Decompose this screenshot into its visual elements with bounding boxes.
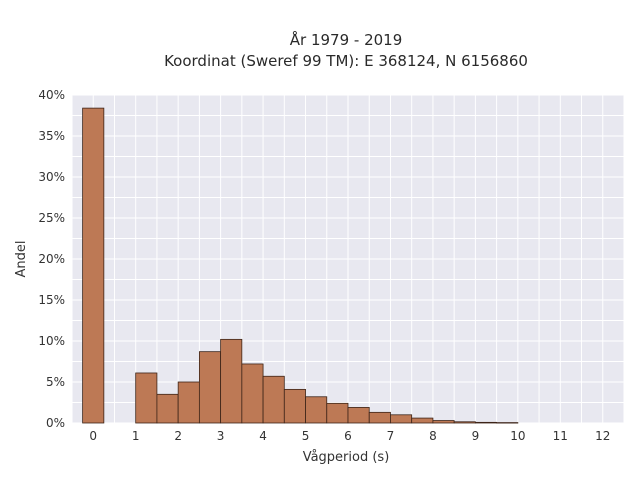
bar-16 (453, 421, 476, 424)
bar-6 (241, 363, 264, 424)
x-tick-label: 0 (89, 429, 97, 443)
x-tick-label: 6 (344, 429, 352, 443)
y-tick-label: 20% (38, 252, 65, 266)
bar-13 (390, 414, 413, 424)
bar-3 (177, 381, 200, 424)
x-tick-label: 5 (302, 429, 310, 443)
x-tick-label: 11 (553, 429, 568, 443)
y-axis-label: Andel (14, 241, 29, 278)
y-tick-label: 15% (38, 293, 65, 307)
bar-5 (220, 338, 243, 424)
y-axis-ticks: 0% 5% 10% 15% 20% 25% 30% 35% 40% (38, 88, 65, 430)
bar-12 (368, 411, 391, 424)
y-tick-label: 0% (46, 416, 65, 430)
x-tick-label: 10 (510, 429, 525, 443)
chart-title-line1: År 1979 - 2019 (290, 30, 403, 49)
y-tick-label: 10% (38, 334, 65, 348)
x-tick-label: 9 (472, 429, 480, 443)
bar-11 (347, 407, 370, 424)
x-axis-label: Vågperiod (s) (303, 450, 390, 465)
x-tick-label: 4 (259, 429, 267, 443)
bars (82, 107, 519, 424)
y-tick-label: 35% (38, 129, 65, 143)
bar-1 (135, 372, 158, 424)
bar-14 (411, 417, 434, 424)
bar-9 (305, 396, 328, 424)
bar-15 (432, 420, 455, 424)
y-tick-label: 40% (38, 88, 65, 102)
bar-4 (198, 351, 222, 424)
x-tick-label: 12 (595, 429, 610, 443)
x-tick-label: 8 (429, 429, 437, 443)
bar-2 (156, 393, 179, 424)
bar-10 (326, 402, 349, 424)
y-tick-label: 5% (46, 375, 65, 389)
x-tick-label: 7 (387, 429, 395, 443)
y-tick-label: 30% (38, 170, 65, 184)
x-axis-ticks: 0 1 2 3 4 5 6 7 8 9 10 11 12 (89, 429, 610, 443)
bar-17 (474, 421, 498, 424)
chart-title-line2: Koordinat (Sweref 99 TM): E 368124, N 61… (164, 52, 528, 70)
bar-7 (262, 375, 285, 424)
x-tick-label: 3 (217, 429, 225, 443)
y-tick-label: 25% (38, 211, 65, 225)
bar-8 (283, 388, 306, 424)
bar-0 (82, 107, 105, 424)
x-tick-label: 2 (174, 429, 182, 443)
x-tick-label: 1 (132, 429, 140, 443)
bar-18 (496, 422, 519, 424)
grid-lines (71, 94, 625, 424)
